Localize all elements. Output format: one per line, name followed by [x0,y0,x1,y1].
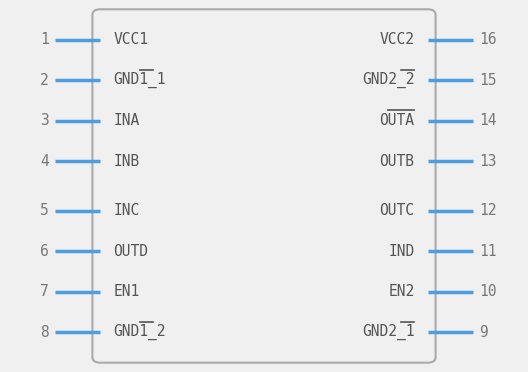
Text: 8: 8 [40,325,49,340]
Text: VCC2: VCC2 [380,32,414,47]
Text: 10: 10 [479,284,496,299]
Text: IND: IND [388,244,414,259]
Text: 6: 6 [40,244,49,259]
FancyBboxPatch shape [92,9,436,363]
Text: 15: 15 [479,73,496,88]
Text: 12: 12 [479,203,496,218]
Text: VCC1: VCC1 [114,32,148,47]
Text: EN1: EN1 [114,284,140,299]
Text: OUTC: OUTC [380,203,414,218]
Text: 4: 4 [40,154,49,169]
Text: 14: 14 [479,113,496,128]
Text: INC: INC [114,203,140,218]
Text: 7: 7 [40,284,49,299]
Text: OUTB: OUTB [380,154,414,169]
Text: GND2_1: GND2_1 [362,324,414,340]
Text: GND1_1: GND1_1 [114,72,166,89]
Text: 1: 1 [40,32,49,47]
Text: 2: 2 [40,73,49,88]
Text: 16: 16 [479,32,496,47]
Text: GND1_2: GND1_2 [114,324,166,340]
Text: 11: 11 [479,244,496,259]
Text: OUTD: OUTD [114,244,148,259]
Text: GND2_2: GND2_2 [362,72,414,89]
Text: 13: 13 [479,154,496,169]
Text: 3: 3 [40,113,49,128]
Text: OUTA: OUTA [380,113,414,128]
Text: 5: 5 [40,203,49,218]
Text: INA: INA [114,113,140,128]
Text: EN2: EN2 [388,284,414,299]
Text: INB: INB [114,154,140,169]
Text: 9: 9 [479,325,488,340]
